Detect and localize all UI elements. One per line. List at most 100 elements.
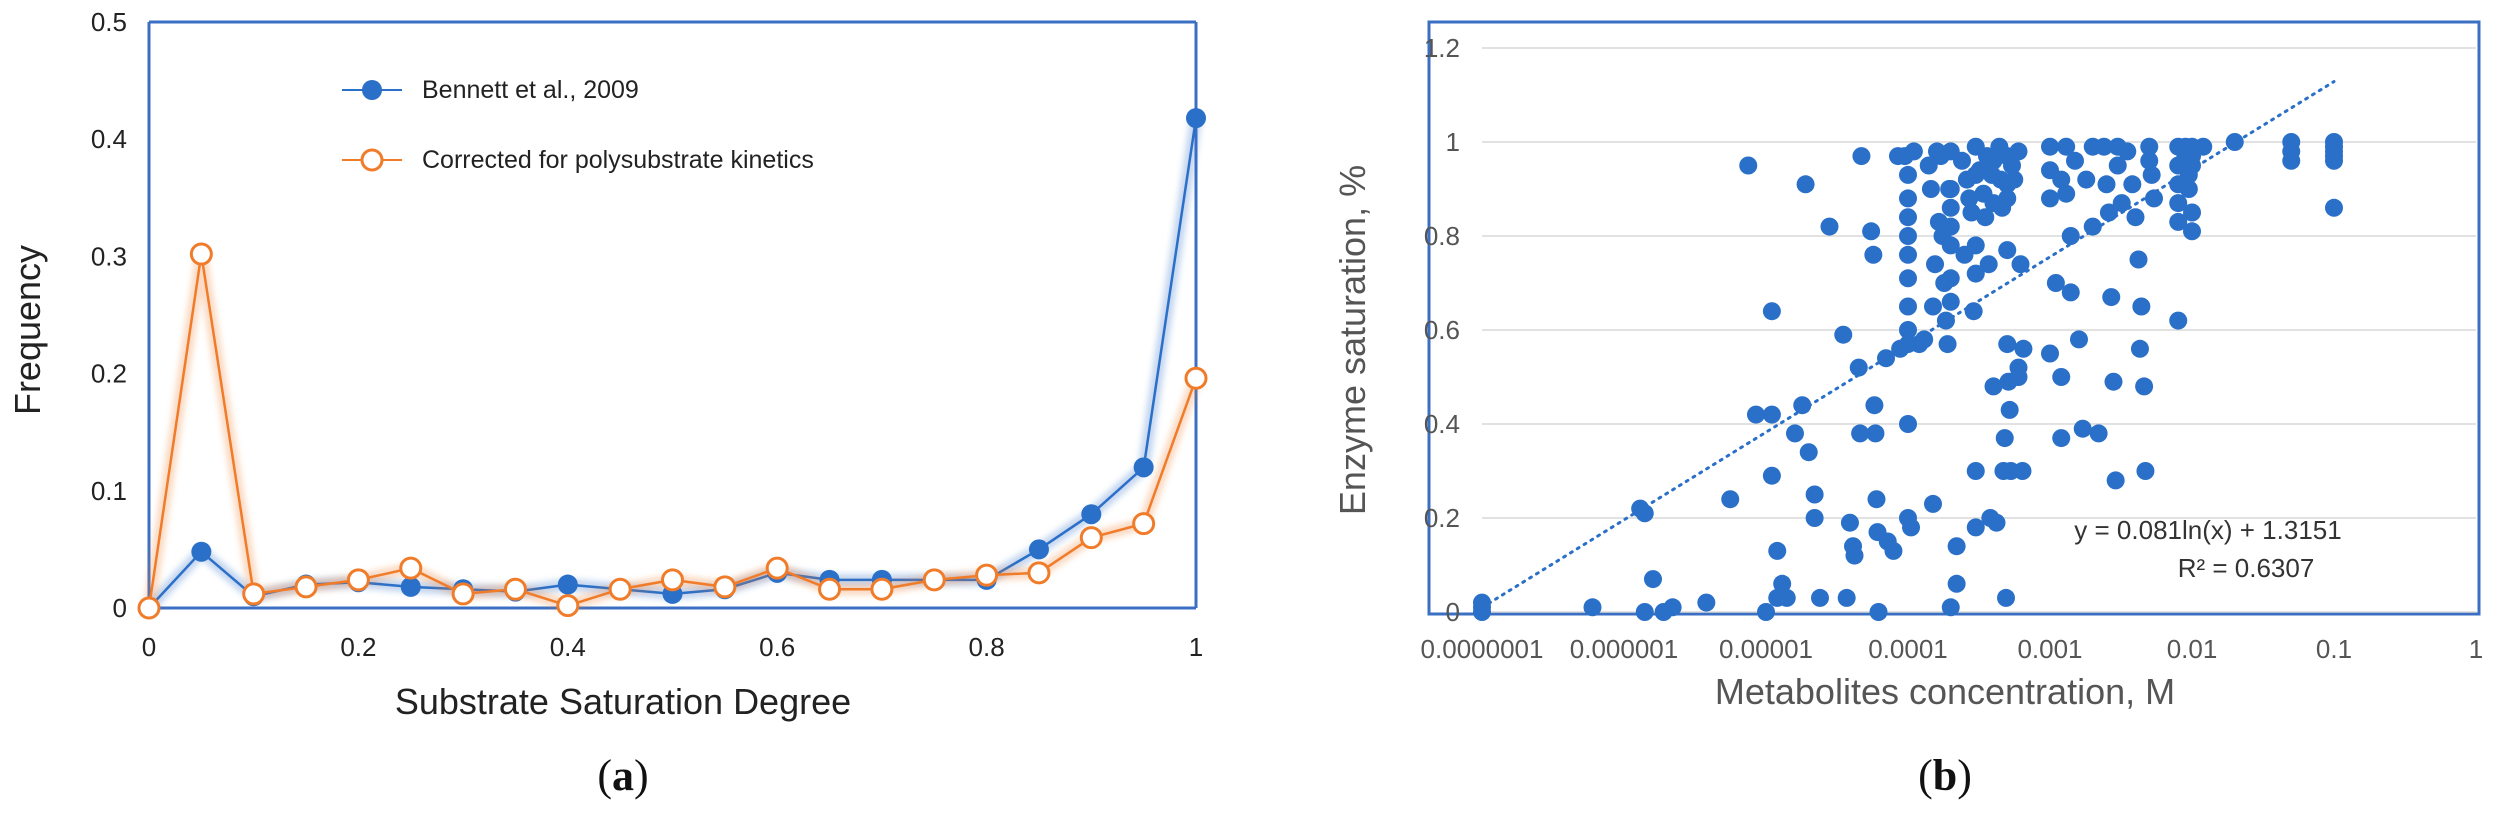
point-corrected bbox=[713, 575, 737, 599]
point-corrected bbox=[765, 556, 789, 580]
scatter-point bbox=[1864, 245, 1883, 264]
panel-label-b-letter: b bbox=[1933, 751, 1957, 800]
point-bennett bbox=[1081, 504, 1102, 525]
scatter-point bbox=[1962, 203, 1981, 222]
scatter-point bbox=[1941, 598, 1960, 617]
scatter-point bbox=[2123, 175, 2142, 194]
scatter-point bbox=[2136, 462, 2155, 480]
scatter-point bbox=[1904, 142, 1923, 161]
scatter-point bbox=[1899, 189, 1917, 208]
chart-a: 0 0.1 0.2 0.3 0.4 0.5 0 0.2 0.4 0.6 0.8 1 Substrat… bbox=[7, 7, 1208, 800]
chart-a-x-ticks: 0 0.2 0.4 0.6 0.8 1 bbox=[142, 632, 1203, 662]
scatter-point bbox=[1820, 217, 1839, 236]
scatter-point bbox=[2052, 170, 2071, 189]
scatter-point bbox=[1997, 588, 2016, 607]
scatter-point bbox=[2069, 330, 2088, 349]
scatter-point bbox=[2052, 429, 2071, 448]
chart-b-y-tick-label: 1.2 bbox=[1424, 33, 1460, 63]
scatter-point bbox=[2145, 189, 2163, 208]
panel-label-a: (a) bbox=[597, 751, 648, 800]
point-bennett bbox=[400, 576, 421, 597]
scatter-point bbox=[1721, 490, 1740, 509]
scatter-point bbox=[1964, 302, 1983, 321]
scatter-point bbox=[2108, 156, 2127, 175]
chart-b-x-ticks: 0.0000001 0.000001 0.00001 0.0001 0.001 0.01 0… bbox=[1421, 634, 2484, 664]
scatter-point bbox=[1796, 175, 1815, 194]
point-corrected bbox=[818, 577, 842, 601]
chart-b-x-tick-label: 0.1 bbox=[2316, 634, 2352, 664]
scatter-point bbox=[2097, 175, 2116, 194]
scatter-point bbox=[2005, 170, 2024, 189]
scatter-point bbox=[1947, 537, 1966, 556]
scatter-point bbox=[2112, 194, 2131, 213]
legend-item-bennett: Bennett et al., 2009 bbox=[342, 76, 639, 104]
chart-b-x-tick-label: 0.00001 bbox=[1719, 634, 1813, 664]
scatter-point bbox=[1866, 424, 1885, 443]
chart-a-x-tick-label: 0.4 bbox=[550, 632, 586, 662]
scatter-point bbox=[2073, 419, 2092, 438]
chart-b-x-tick-label: 0.000001 bbox=[1570, 634, 1678, 664]
scatter-point bbox=[1899, 297, 1917, 316]
scatter-point bbox=[1834, 325, 1853, 344]
scatter-point bbox=[2282, 151, 2301, 170]
point-corrected bbox=[1079, 526, 1103, 550]
scatter-point bbox=[1947, 574, 1966, 593]
scatter-point bbox=[1884, 541, 1903, 560]
chart-a-y-tick-label: 0 bbox=[113, 593, 127, 623]
scatter-point bbox=[2169, 194, 2188, 213]
scatter-point bbox=[2104, 372, 2123, 391]
scatter-point bbox=[2169, 311, 2188, 330]
scatter-point bbox=[1902, 518, 1921, 537]
chart-b-x-tick-label: 0.0000001 bbox=[1421, 634, 1544, 664]
series-glow-bennett bbox=[143, 112, 1202, 614]
scatter-point bbox=[1915, 330, 1934, 349]
scatter-point bbox=[2194, 137, 2213, 156]
scatter-point bbox=[2057, 137, 2076, 156]
scatter-point bbox=[1936, 311, 1955, 330]
scatter-point bbox=[1793, 396, 1812, 415]
scatter-point bbox=[2183, 203, 2201, 222]
scatter-point bbox=[1899, 227, 1917, 245]
point-corrected bbox=[294, 575, 318, 599]
scatter-point bbox=[2009, 368, 2028, 386]
scatter-point bbox=[1941, 198, 1960, 217]
scatter-point bbox=[1799, 443, 1818, 462]
chart-a-x-tick-label: 1 bbox=[1189, 632, 1203, 662]
legend-label-corrected: Corrected for polysubstrate kinetics bbox=[422, 146, 814, 174]
scatter-point bbox=[2118, 142, 2137, 161]
scatter-point bbox=[1757, 603, 1775, 621]
chart-a-y-axis-title: Frequency bbox=[7, 245, 48, 415]
point-bennett bbox=[1186, 108, 1206, 129]
scatter-point bbox=[1998, 335, 2017, 354]
chart-a-y-tick-label: 0.1 bbox=[91, 476, 127, 506]
scatter-point bbox=[2102, 288, 2121, 307]
scatter-point bbox=[2179, 180, 2198, 198]
legend-marker-bennett bbox=[362, 80, 382, 100]
point-corrected bbox=[399, 556, 423, 580]
chart-a-y-tick-label: 0.4 bbox=[91, 124, 127, 154]
scatter-point bbox=[1845, 546, 1864, 565]
chart-b-y-tick-label: 0.4 bbox=[1424, 409, 1460, 439]
chart-b-x-tick-label: 0.0001 bbox=[1868, 634, 1948, 664]
chart-b-y-tick-label: 1 bbox=[1446, 127, 1460, 157]
scatter-point bbox=[1926, 255, 1945, 274]
scatter-point bbox=[2169, 212, 2188, 231]
scatter-point bbox=[1941, 180, 1960, 198]
scatter-point bbox=[1960, 189, 1979, 208]
point-corrected bbox=[242, 582, 266, 606]
scatter-point bbox=[1877, 349, 1896, 368]
scatter-point bbox=[1810, 588, 1829, 607]
scatter-point bbox=[1746, 405, 1765, 424]
chart-b-x-tick-label: 0.01 bbox=[2167, 634, 2218, 664]
point-corrected bbox=[189, 242, 213, 266]
chart-a-series-lines bbox=[143, 112, 1202, 614]
chart-a-y-tick-label: 0.2 bbox=[91, 359, 127, 389]
scatter-point bbox=[2052, 368, 2071, 386]
scatter-point bbox=[1635, 504, 1654, 523]
scatter-point bbox=[2013, 462, 2032, 480]
scatter-point bbox=[2325, 198, 2343, 217]
scatter-point bbox=[1697, 593, 1716, 612]
scatter-point bbox=[1837, 588, 1856, 607]
point-corrected bbox=[556, 594, 580, 618]
chart-a-x-tick-label: 0.8 bbox=[969, 632, 1005, 662]
